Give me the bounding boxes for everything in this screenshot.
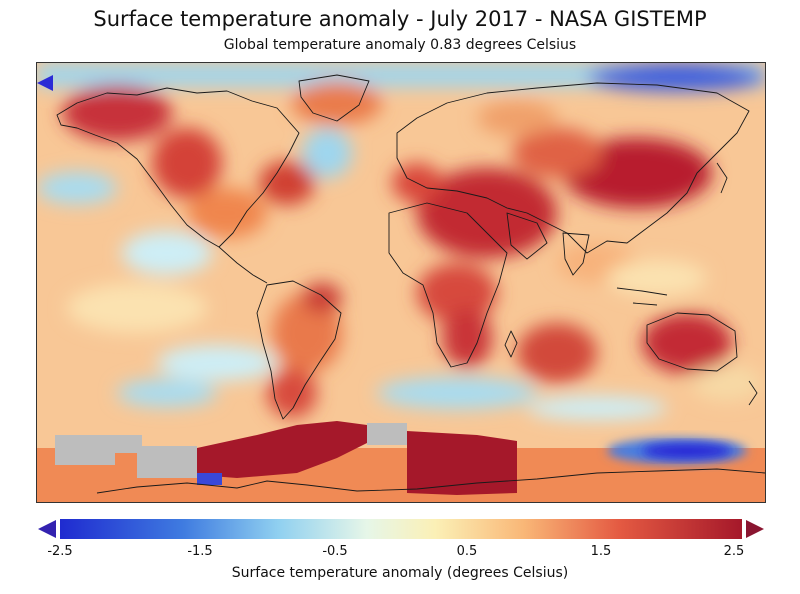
- coast-central-america: [218, 246, 268, 284]
- antarctic-field: [37, 421, 765, 502]
- colorbar-tick-label: 2.5: [723, 544, 745, 559]
- coastlines: [56, 74, 765, 494]
- colorbar-max-arrow: [746, 520, 764, 538]
- colorbar-label: Surface temperature anomaly (degrees Cel…: [231, 565, 569, 581]
- coast-north-america: [56, 87, 300, 248]
- colorbar-tick-label: 0.5: [456, 544, 478, 559]
- coast-india: [562, 232, 590, 276]
- coast-south-america: [256, 280, 342, 420]
- colorbar-tick-label: 1.5: [590, 544, 612, 559]
- coast-indonesia: [616, 287, 668, 306]
- anomaly-map: [36, 62, 766, 503]
- coast-antarctica: [96, 468, 765, 494]
- coast-new-zealand: [748, 380, 758, 406]
- arctic-patch: [37, 75, 53, 91]
- colorbar-tick-label: -1.5: [187, 544, 213, 559]
- coast-madagascar: [504, 330, 518, 358]
- coast-eurasia: [396, 82, 750, 254]
- colorbar: [38, 517, 764, 541]
- coast-japan: [716, 162, 728, 194]
- colorbar-tick-label: -2.5: [47, 544, 73, 559]
- colorbar-gradient: [60, 519, 742, 539]
- coast-greenland: [298, 74, 370, 122]
- colorbar-tick-label: -0.5: [322, 544, 348, 559]
- chart-title: Surface temperature anomaly - July 2017 …: [93, 7, 707, 31]
- colorbar-min-arrow: [38, 520, 56, 538]
- coast-arabia: [506, 212, 548, 260]
- chart-subtitle: Global temperature anomaly 0.83 degrees …: [223, 37, 577, 53]
- coast-africa: [388, 202, 508, 368]
- coast-australia: [646, 312, 738, 372]
